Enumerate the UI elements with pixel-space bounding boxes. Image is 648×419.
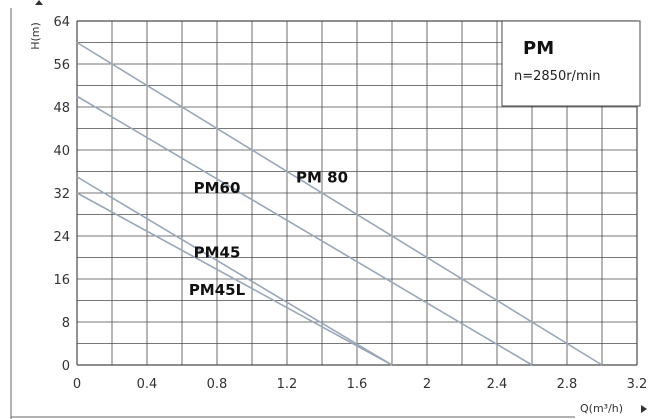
x-tick-label: 0.4 — [137, 377, 158, 392]
y-tick-label: 48 — [53, 101, 70, 116]
series-label: PM 80 — [296, 168, 348, 186]
y-tick-label: 32 — [53, 187, 70, 202]
x-tick-label: 0.8 — [207, 377, 228, 392]
series-line — [76, 192, 393, 366]
series-line — [76, 41, 603, 366]
x-tick-label: 1.2 — [277, 377, 298, 392]
y-tick-label: 0 — [62, 359, 70, 374]
x-tick-label: 2 — [423, 377, 431, 392]
series-line — [76, 176, 393, 366]
legend-title: PM — [523, 38, 554, 59]
y-tick-label: 24 — [53, 230, 70, 245]
y-axis-title: H(m) — [10, 0, 43, 419]
y-axis-arrow-icon — [35, 0, 43, 5]
y-tick-label: 16 — [53, 273, 70, 288]
y-axis-label: H(m) — [29, 22, 42, 50]
y-tick-label: 56 — [53, 58, 70, 73]
x-tick-label: 2.4 — [487, 377, 508, 392]
x-axis-label: Q(m³/h) — [580, 402, 623, 415]
legend-subtitle: n=2850r/min — [514, 69, 600, 84]
x-tick-label: 1.6 — [347, 377, 368, 392]
legend-box-frame — [501, 20, 641, 107]
y-tick-label: 64 — [53, 15, 70, 30]
tick-labels: 0 0.4 0.8 1.2 1.6 2 2.4 2.8 3.2 0 8 16 24 32 40 48 56 64 — [53, 15, 647, 392]
x-tick-label: 3.2 — [627, 377, 648, 392]
series-line — [76, 95, 533, 366]
series-lines — [76, 41, 603, 366]
series-label: PM60 — [194, 179, 241, 197]
legend-box: PM n=2850r/min — [501, 20, 641, 107]
series-labels: PM 80 PM60 PM45 PM45L — [189, 168, 348, 299]
series-label: PM45 — [194, 244, 241, 262]
x-tick-label: 2.8 — [557, 377, 578, 392]
x-axis-arrow-icon — [641, 405, 647, 413]
x-tick-label: 0 — [73, 377, 81, 392]
x-axis-title: Q(m³/h) — [11, 402, 647, 418]
series-label: PM45L — [189, 281, 246, 299]
y-tick-label: 8 — [62, 316, 70, 331]
y-tick-label: 40 — [53, 144, 70, 159]
